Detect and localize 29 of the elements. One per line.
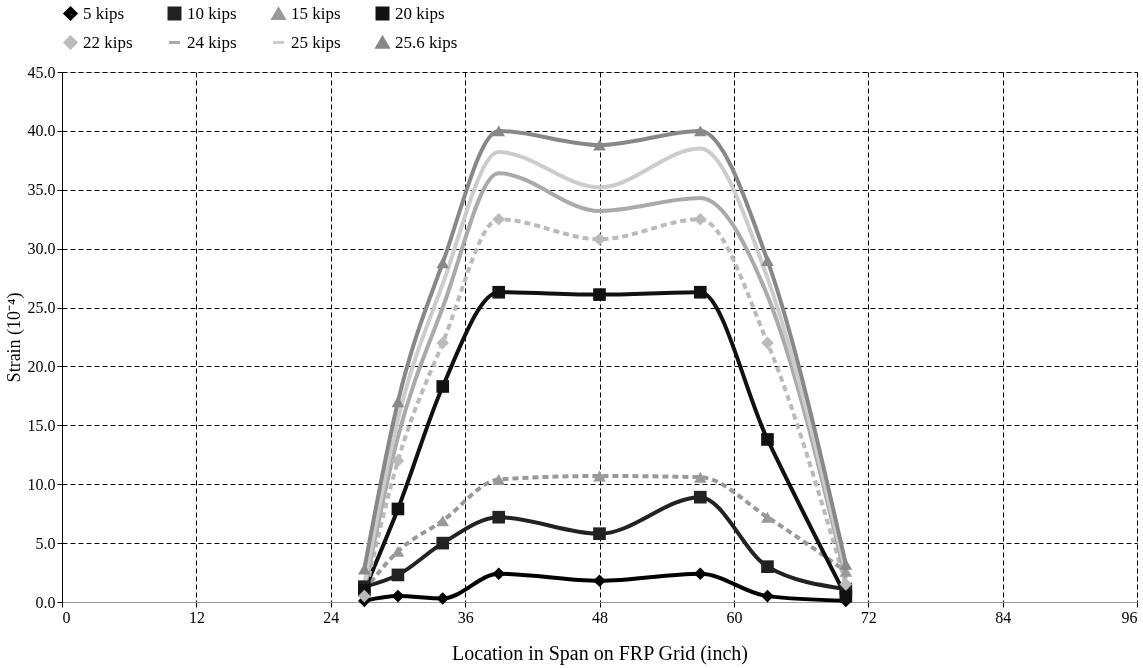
y-tick-label: 25.0 bbox=[27, 299, 56, 317]
x-tick-label: 24 bbox=[323, 608, 340, 626]
y-tick-label: 10.0 bbox=[27, 475, 56, 493]
y-tick-label: 15.0 bbox=[27, 416, 56, 434]
x-tick-label: 12 bbox=[188, 608, 205, 626]
x-tick-label: 48 bbox=[592, 608, 608, 626]
y-tick-label: 5.0 bbox=[35, 534, 56, 552]
legend-label: 24 kips bbox=[187, 32, 237, 52]
x-tick-label: 72 bbox=[860, 608, 877, 626]
y-tick-label: 40.0 bbox=[27, 122, 56, 140]
x-axis-title: Location in Span on FRP Grid (inch) bbox=[452, 641, 748, 665]
y-tick-label: 45.0 bbox=[27, 63, 56, 81]
legend-label: 22 kips bbox=[83, 32, 133, 52]
legend-label: 10 kips bbox=[187, 3, 237, 23]
x-tick-label: 60 bbox=[726, 608, 743, 626]
x-tick-label: 96 bbox=[1121, 608, 1138, 626]
x-tick-label: 36 bbox=[457, 608, 474, 626]
y-tick-label: 30.0 bbox=[27, 240, 56, 258]
y-tick-label: 35.0 bbox=[27, 181, 56, 199]
x-tick-label: 84 bbox=[995, 608, 1012, 626]
legend-label: 25 kips bbox=[291, 32, 341, 52]
legend-label: 5 kips bbox=[83, 3, 125, 23]
legend-label: 20 kips bbox=[395, 3, 445, 23]
legend-label: 25.6 kips bbox=[395, 32, 458, 52]
x-tick-label: 0 bbox=[62, 608, 71, 626]
y-tick-label: 0.0 bbox=[35, 593, 56, 611]
y-axis-title: Strain (10⁻⁴) bbox=[3, 292, 25, 383]
y-tick-label: 20.0 bbox=[27, 357, 56, 375]
legend-label: 15 kips bbox=[291, 3, 341, 23]
